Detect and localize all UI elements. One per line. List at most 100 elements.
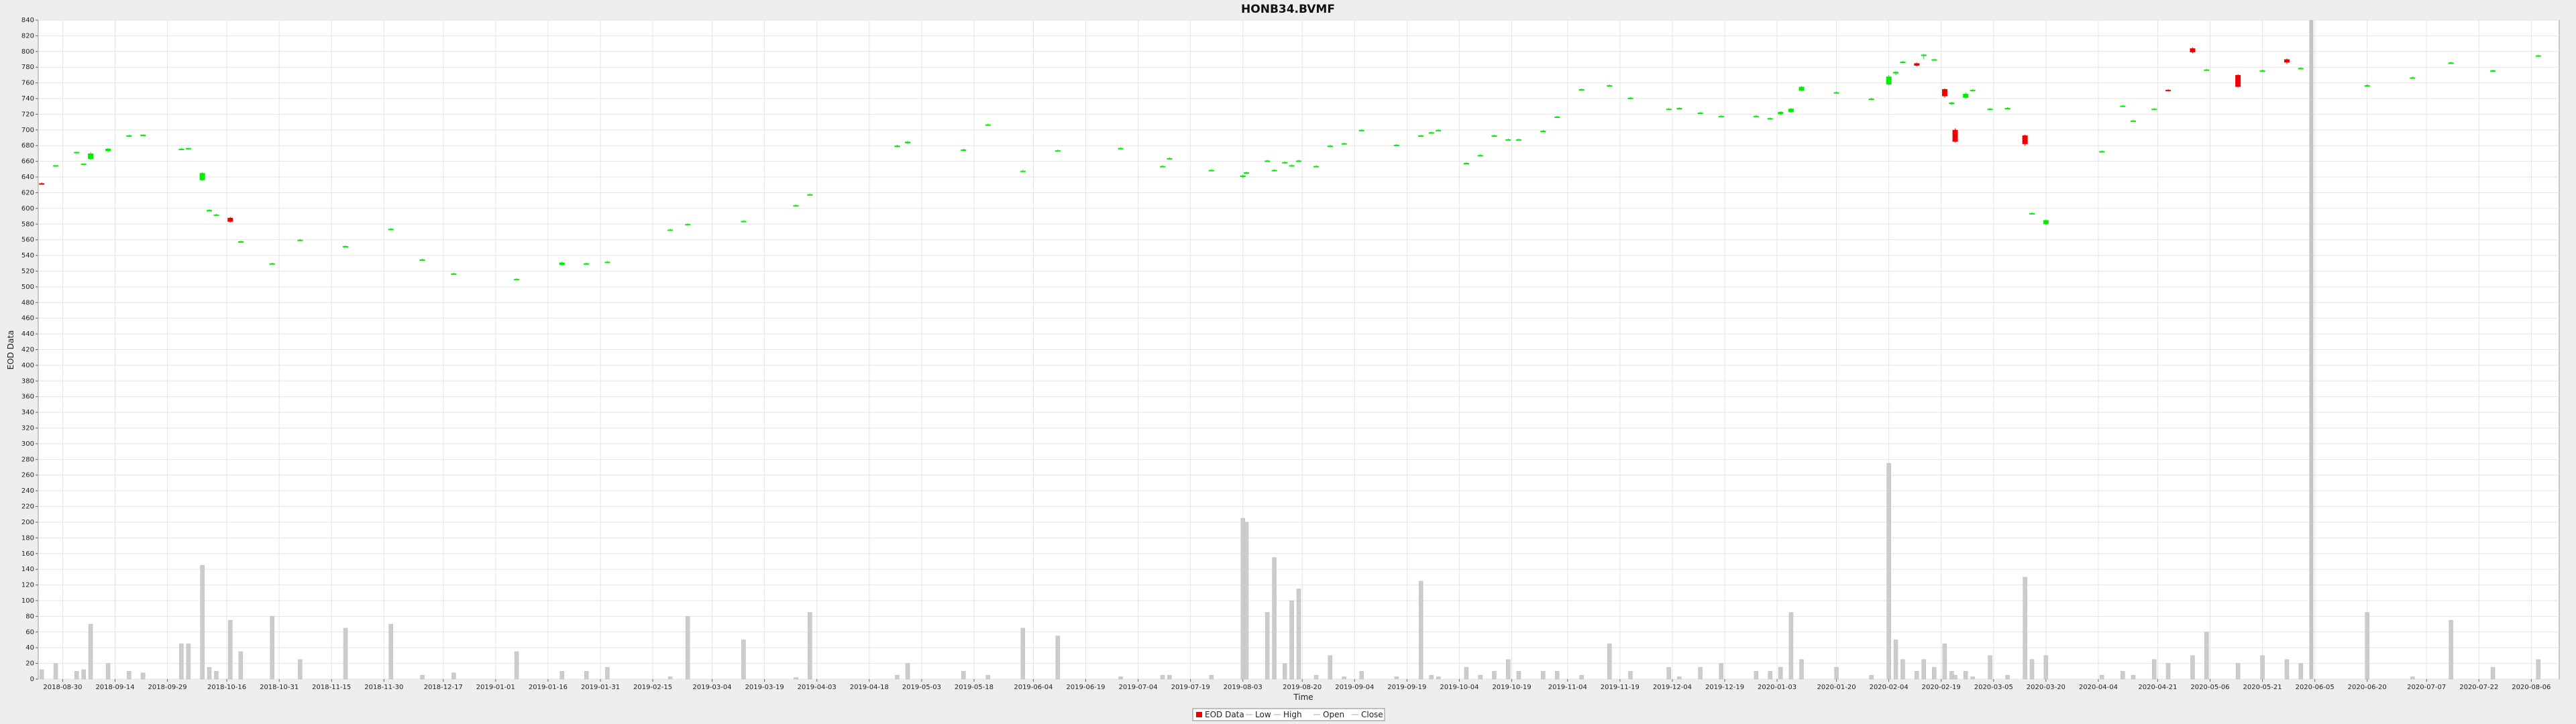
candle-body [2022, 135, 2028, 144]
volume-bar [1492, 671, 1497, 680]
candle-body [1952, 129, 1958, 142]
candle-body [667, 229, 674, 231]
x-tick-label: 2020-08-06 [2512, 684, 2551, 691]
volume-bar [1988, 655, 1992, 680]
candle-body [2204, 69, 2210, 71]
x-tick-label: 2019-05-18 [955, 684, 994, 691]
legend-swatch-eod [1196, 712, 1202, 717]
x-tick-label: 2020-01-20 [1817, 684, 1856, 691]
y-tick-label: 800 [21, 48, 34, 56]
candle-body [2364, 85, 2370, 87]
x-tick-label: 2020-06-20 [2348, 684, 2387, 691]
candle-body [1271, 170, 1277, 172]
candle-body [793, 205, 799, 207]
volume-bar [186, 644, 191, 680]
x-tick-label: 2020-02-19 [1922, 684, 1961, 691]
volume-bar [808, 612, 812, 680]
volume-bar [1915, 671, 1919, 680]
volume-bar [1359, 671, 1364, 680]
volume-bar [584, 671, 589, 680]
volume-bar [298, 659, 303, 680]
volume-bar [343, 627, 348, 680]
volume-bar [895, 674, 900, 680]
volume-bar [514, 651, 519, 680]
candle-body [1833, 92, 1839, 94]
y-tick-label: 20 [25, 660, 34, 668]
volume-bar [1921, 659, 1926, 680]
x-tick-label: 2018-10-31 [260, 684, 299, 691]
y-tick-label: 380 [21, 377, 34, 385]
candle-body [297, 239, 303, 241]
candle-body [741, 221, 747, 223]
volume-bar [1436, 676, 1441, 680]
candle-body [2029, 213, 2035, 215]
candle-body [1767, 118, 1773, 120]
volume-bar [2043, 655, 2049, 680]
volume-bar [1429, 674, 1434, 680]
candle-body [2190, 48, 2196, 52]
candle-body [1987, 109, 1993, 111]
volume-bar [2536, 659, 2541, 680]
y-tick-label: 80 [25, 613, 34, 620]
y-tick-label: 820 [21, 32, 34, 40]
volume-bar [985, 674, 991, 680]
candle-body [1265, 160, 1271, 162]
volume-bar [1666, 667, 1671, 680]
candle-body [2448, 62, 2454, 64]
candle-body [1118, 147, 1124, 149]
candle-body [1578, 88, 1585, 90]
volume-bar [1541, 671, 1546, 680]
y-tick-label: 440 [21, 330, 34, 338]
candle-body [1327, 145, 1333, 147]
legend-label-low: Low [1255, 710, 1271, 719]
x-tick-label: 2019-12-19 [1705, 684, 1744, 691]
y-tick-label: 760 [21, 80, 34, 87]
x-tick-label: 2019-11-04 [1548, 684, 1587, 691]
volume-bar [1342, 676, 1346, 680]
y-tick-label: 660 [21, 158, 34, 166]
candle-body [80, 164, 87, 166]
y-tick-label: 420 [21, 347, 34, 354]
volume-bar [1628, 671, 1633, 680]
volume-bar [1886, 463, 1891, 680]
y-tick-label: 260 [21, 472, 34, 479]
candle-body [88, 153, 94, 160]
x-axis-title: Time [1293, 692, 1313, 702]
candle-body [1282, 162, 1288, 164]
volume-bar [1768, 671, 1772, 680]
volume-bar [1932, 667, 1937, 680]
y-tick-label: 780 [21, 64, 34, 71]
candle-body [2284, 59, 2290, 63]
y-tick-label: 680 [21, 142, 34, 149]
volume-bar [1289, 600, 1294, 680]
x-tick-label: 2019-02-15 [633, 684, 672, 691]
y-tick-label: 300 [21, 440, 34, 448]
volume-bar [1778, 667, 1783, 680]
volume-bar [53, 663, 58, 680]
x-tick-label: 2019-07-04 [1119, 684, 1158, 691]
y-tick-label: 360 [21, 394, 34, 401]
candle-body [1243, 172, 1249, 174]
x-tick-label: 2019-07-19 [1171, 684, 1210, 691]
legend-label-high: High [1283, 710, 1302, 719]
x-tick-label: 2018-09-14 [95, 684, 134, 691]
volume-bar [2298, 663, 2304, 680]
candle-body [905, 141, 911, 143]
candle-body [343, 246, 349, 248]
candle-body [1436, 129, 1442, 131]
volume-bar [1554, 671, 1560, 680]
x-tick-label: 2019-01-16 [529, 684, 568, 691]
candle-body [1753, 115, 1759, 117]
candle-body [2165, 90, 2171, 92]
candle-body [1167, 158, 1173, 160]
candle-body [1160, 166, 1166, 168]
x-tick-label: 2019-09-04 [1335, 684, 1374, 691]
candle-body [2151, 109, 2157, 111]
candle-body [2043, 220, 2049, 225]
volume-bar [2365, 612, 2369, 680]
volume-bar [420, 674, 425, 680]
y-tick-label: 640 [21, 174, 34, 181]
y-tick-label: 480 [21, 299, 34, 306]
candle-body [1393, 145, 1399, 147]
candle-body [1505, 139, 1511, 141]
